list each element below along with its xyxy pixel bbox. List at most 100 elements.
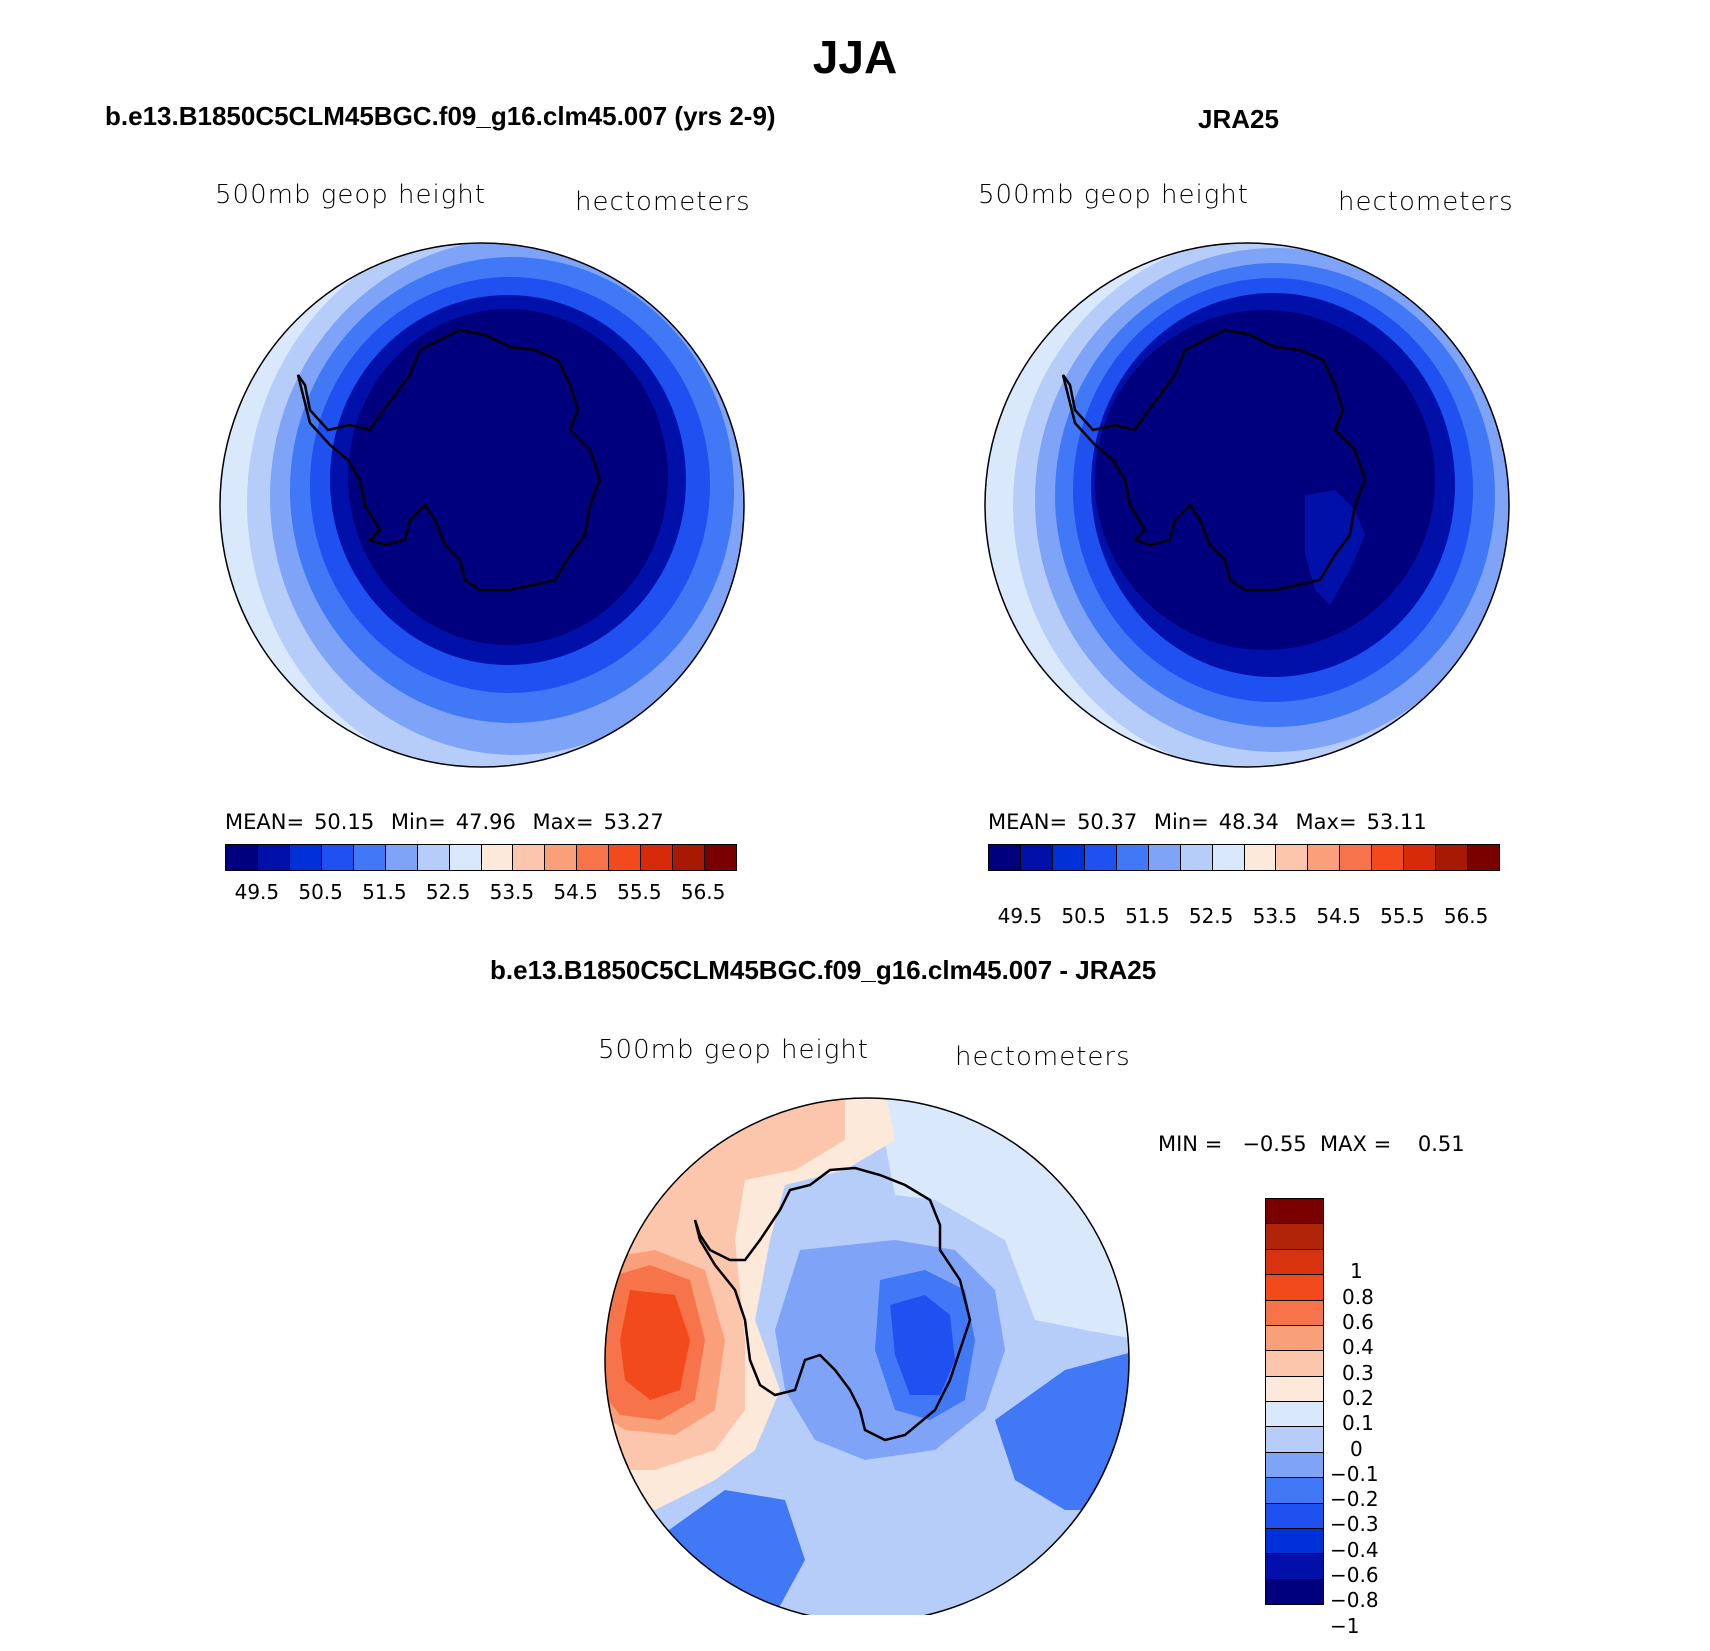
colorbar-tick-label: −0.6 [1330,1563,1379,1588]
colorbar-tick-label: 49.5 [997,904,1043,928]
colorbar-cell [1276,845,1309,870]
colorbar-cell [1020,845,1053,870]
left-stats: MEAN= 50.15 Min= 47.96 Max= 53.27 [225,810,664,834]
colorbar-cell [1266,1579,1323,1604]
diff-colorbar [1265,1198,1324,1605]
right-colorbar [988,844,1500,871]
colorbar-cell [1266,1402,1323,1428]
colorbar-tick-label: −1 [1330,1613,1360,1638]
colorbar-cell [1180,845,1213,870]
left-polar-map [219,242,745,768]
colorbar-cell [417,845,450,870]
colorbar-cell [1266,1554,1323,1580]
colorbar-cell [1266,1452,1323,1479]
colorbar-tick-label: 51.5 [1125,904,1170,928]
antarctica-coastline [296,328,602,592]
colorbar-tick-label: 0.6 [1342,1309,1374,1334]
colorbar-cell [641,845,674,870]
colorbar-cell [1404,845,1437,870]
colorbar-cell [1244,845,1277,870]
colorbar-tick-label: 56.5 [680,880,726,904]
colorbar-cell [226,845,258,870]
colorbar-cell [321,845,354,870]
colorbar-tick-label: 0.8 [1342,1284,1374,1309]
colorbar-tick-label: 0.4 [1342,1335,1374,1360]
left-colorbar [225,844,737,871]
right-polar-map [984,242,1510,768]
colorbar-tick-label: 55.5 [617,880,662,904]
colorbar-cell [1212,845,1245,870]
colorbar-cell [1468,845,1499,870]
map-fill-50-inner [1305,490,1365,605]
colorbar-tick-label: 0.2 [1342,1385,1374,1410]
diff-variable-label: 500mb geop height [598,1035,869,1065]
map-fill-49.5 [1095,310,1435,650]
colorbar-tick-label: 54.5 [1316,904,1361,928]
figure-title: JJA [812,31,898,83]
colorbar-cell [289,845,322,870]
colorbar-tick-label: 1 [1350,1259,1363,1284]
colorbar-cell [1266,1275,1323,1301]
colorbar-cell [1266,1325,1323,1352]
colorbar-tick-label: 0.3 [1342,1360,1374,1385]
colorbar-tick-label: 55.5 [1380,904,1425,928]
colorbar-cell [545,845,578,870]
colorbar-cell [1116,845,1149,870]
colorbar-cell [1266,1503,1323,1529]
colorbar-cell [705,845,736,870]
antarctica-coastline [693,1166,972,1442]
map-fill-neg0.4-east [995,1350,1129,1510]
colorbar-tick-label: −0.2 [1330,1487,1379,1512]
colorbar-cell [1266,1376,1323,1402]
colorbar-tick-label: 52.5 [1188,904,1234,928]
colorbar-cell [1266,1351,1323,1377]
colorbar-cell [353,845,386,870]
colorbar-cell [1372,845,1405,870]
colorbar-tick-label: 56.5 [1443,904,1489,928]
colorbar-tick-label: −0.1 [1330,1461,1379,1486]
colorbar-cell [1266,1427,1323,1453]
colorbar-tick-label: 0 [1350,1436,1363,1461]
colorbar-tick-label: 52.5 [425,880,471,904]
colorbar-tick-label: 53.5 [489,880,535,904]
colorbar-cell [1436,845,1469,870]
right-stats: MEAN= 50.37 Min= 48.34 Max= 53.11 [988,810,1427,834]
diff-polar-map [604,1097,1130,1615]
map-boundary [219,242,745,768]
colorbar-cell [1266,1224,1323,1250]
colorbar-tick-label: 51.5 [362,880,407,904]
map-boundary [604,1097,1130,1615]
map-boundary [984,242,1510,768]
left-variable-label: 500mb geop height [215,180,486,210]
colorbar-cell [1266,1199,1323,1225]
colorbar-cell [257,845,290,870]
colorbar-cell [1340,845,1373,870]
right-units-label: hectometers [1338,187,1514,217]
diff-minmax: MIN = −0.55 MAX = 0.51 [1158,1132,1465,1156]
diff-panel-title: b.e13.B1850C5CLM45BGC.f09_g16.clm45.007 … [490,955,1157,985]
colorbar-cell [673,845,706,870]
colorbar-tick-label: 49.5 [234,880,280,904]
colorbar-cell [1148,845,1181,870]
right-panel-title: JRA25 [1198,104,1279,134]
colorbar-cell [989,845,1021,870]
colorbar-tick-label: 0.1 [1342,1411,1374,1436]
colorbar-cell [1052,845,1085,870]
colorbar-tick-label: 54.5 [553,880,598,904]
colorbar-cell [1266,1528,1323,1555]
colorbar-cell [609,845,642,870]
diff-units-label: hectometers [955,1042,1131,1072]
colorbar-tick-label: −0.8 [1330,1588,1379,1613]
right-variable-label: 500mb geop height [978,180,1249,210]
left-colorbar-labels: 49.5 50.5 51.5 52.5 53.5 54.5 55.5 56.5 [225,880,735,904]
diff-colorbar-labels: 1 0.8 0.6 0.4 0.3 0.2 0.1 0 −0.1 −0.2 −0.3 −0.4 −0.6… [1330,1246,1430,1651]
colorbar-cell [1084,845,1117,870]
colorbar-tick-label: 53.5 [1252,904,1298,928]
antarctica-coastline [1061,328,1367,592]
colorbar-cell [577,845,610,870]
colorbar-cell [513,845,546,870]
colorbar-tick-label: 50.5 [298,880,343,904]
map-fill-neg0.6 [890,1295,955,1395]
colorbar-cell [1308,845,1341,870]
colorbar-tick-label: −0.4 [1330,1537,1379,1562]
